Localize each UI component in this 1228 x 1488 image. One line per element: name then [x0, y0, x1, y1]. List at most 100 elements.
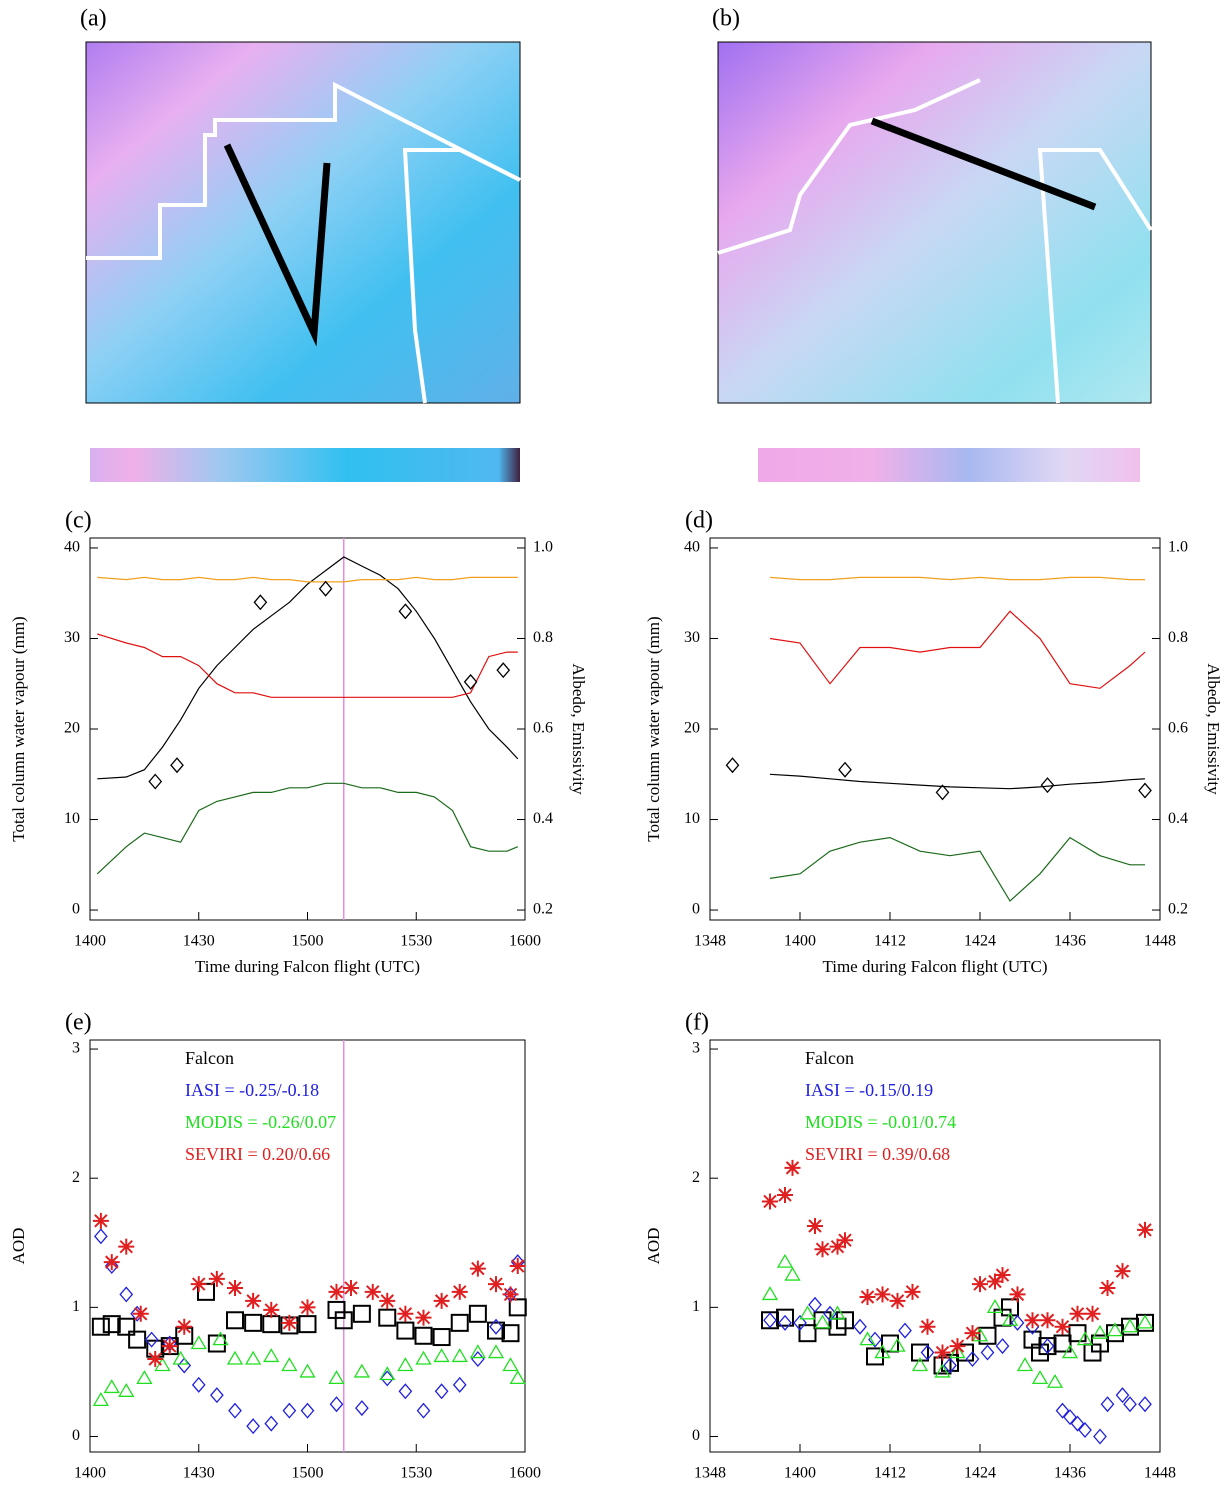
flight-track: [223, 143, 331, 347]
y-tick-label: 40: [64, 539, 80, 556]
marker: [328, 1283, 345, 1300]
marker: [452, 1376, 467, 1393]
marker: [868, 1331, 882, 1348]
marker: [935, 784, 950, 801]
x-tick-label: 1400: [784, 933, 816, 950]
y-axis-label: Total column water vapour (mm): [644, 616, 663, 841]
y2-tick-label: 1.0: [1168, 539, 1188, 556]
panel-label: (a): [80, 6, 107, 32]
x-tick-label: 1436: [1054, 933, 1086, 950]
marker: [263, 1301, 280, 1318]
marker: [177, 1357, 192, 1374]
marker: [808, 1296, 822, 1313]
y2-axis-label: Albedo, Emissivity: [1204, 663, 1223, 795]
marker: [281, 1357, 298, 1372]
y-tick-label: 10: [684, 810, 700, 827]
chart-panel: (e)140014301500153016000123Time during F…: [9, 1010, 541, 1482]
marker: [208, 1270, 225, 1287]
y-tick-label: 2: [692, 1169, 700, 1186]
y-tick-label: 30: [684, 629, 700, 646]
marker: [414, 1326, 433, 1345]
marker: [245, 1292, 262, 1309]
marker: [941, 1353, 959, 1372]
marker: [92, 1392, 110, 1406]
legend-label: Falcon: [805, 1048, 854, 1068]
marker: [1016, 1357, 1034, 1372]
marker: [798, 1324, 817, 1343]
chart-panel: (c) 1400 1430 1500 1530 1600 0 10 20 30 40 0.2 0.4 0.…: [9, 508, 588, 976]
marker: [1106, 1322, 1124, 1337]
marker: [1114, 1263, 1131, 1280]
x-tick-label: 1600: [509, 1465, 541, 1482]
marker: [469, 1344, 487, 1359]
marker: [397, 1305, 414, 1322]
marker: [919, 1318, 936, 1335]
marker: [379, 1366, 396, 1381]
marker: [355, 1400, 369, 1417]
marker: [433, 1292, 450, 1309]
border-line: [717, 78, 981, 255]
marker: [468, 1304, 487, 1323]
marker: [508, 1298, 527, 1317]
marker: [228, 1402, 242, 1419]
plot-frame: [89, 537, 526, 921]
panel-label: (b): [712, 6, 740, 32]
marker: [859, 1289, 876, 1306]
marker: [836, 1311, 854, 1330]
plot-frame: [709, 537, 1161, 921]
y-tick-label: 1: [72, 1298, 80, 1315]
border-line: [1037, 148, 1153, 404]
y-tick-label: 0: [692, 1427, 700, 1444]
x-tick-label: 1500: [292, 1465, 324, 1482]
legend-label: IASI = -0.15/0.19: [805, 1080, 933, 1100]
marker: [986, 1299, 1004, 1313]
marker: [471, 1351, 485, 1368]
marker: [904, 1283, 921, 1300]
y-tick-label: 1: [692, 1298, 700, 1315]
marker: [117, 1317, 136, 1336]
data-line: [97, 556, 519, 780]
marker: [136, 1370, 153, 1385]
flight-track: [870, 117, 1097, 211]
x-tick-label: 1448: [1144, 1465, 1176, 1482]
marker: [104, 1258, 119, 1275]
y2-axis-label: Albedo, Emissivity: [569, 663, 588, 795]
marker: [1001, 1298, 1019, 1317]
x-axis-label: Time during Falcon flight (UTC): [195, 957, 420, 976]
x-tick-label: 1500: [292, 933, 324, 950]
marker: [398, 603, 413, 620]
marker: [469, 1260, 486, 1277]
marker: [318, 580, 333, 597]
marker: [118, 1238, 135, 1255]
marker: [978, 1326, 997, 1345]
marker: [949, 1344, 966, 1359]
marker: [853, 1318, 867, 1335]
marker: [776, 1253, 794, 1268]
marker: [920, 1344, 935, 1361]
y2-tick-label: 0.4: [1168, 810, 1188, 827]
marker: [823, 1305, 837, 1322]
marker: [298, 1315, 317, 1334]
marker: [343, 1279, 359, 1296]
marker: [190, 1335, 207, 1350]
marker: [799, 1305, 816, 1320]
marker: [1115, 1387, 1130, 1404]
x-tick-label: 1348: [694, 933, 726, 950]
marker: [190, 1276, 207, 1293]
y-tick-label: 10: [64, 810, 80, 827]
marker: [352, 1304, 371, 1323]
marker: [1078, 1422, 1092, 1439]
marker: [1137, 1221, 1153, 1238]
marker: [1136, 1314, 1154, 1329]
marker: [1040, 1338, 1055, 1355]
marker: [451, 1283, 468, 1300]
marker: [487, 1321, 505, 1340]
y-tick-label: 20: [64, 720, 80, 737]
marker: [94, 1228, 108, 1245]
marker: [227, 1279, 243, 1296]
marker: [148, 773, 163, 790]
marker: [398, 1383, 413, 1400]
marker: [244, 1313, 263, 1332]
marker: [889, 1337, 906, 1352]
